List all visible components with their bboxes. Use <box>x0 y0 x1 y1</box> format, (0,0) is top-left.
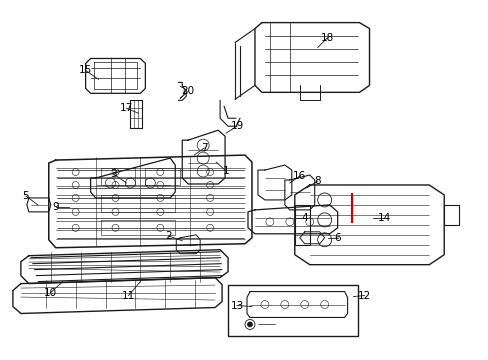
Circle shape <box>247 322 252 327</box>
Text: 6: 6 <box>334 233 340 243</box>
Text: 10: 10 <box>44 288 57 298</box>
Text: 7: 7 <box>201 143 207 153</box>
Text: 9: 9 <box>52 202 59 212</box>
Text: 15: 15 <box>79 66 92 76</box>
Text: 5: 5 <box>22 191 29 201</box>
Text: 14: 14 <box>377 213 390 223</box>
Text: 17: 17 <box>120 103 133 113</box>
Text: 1: 1 <box>223 166 229 176</box>
Text: 19: 19 <box>230 121 243 131</box>
Text: 20: 20 <box>181 86 194 96</box>
Text: 13: 13 <box>230 301 243 311</box>
Text: 11: 11 <box>122 291 135 301</box>
Text: 3: 3 <box>110 169 117 179</box>
Bar <box>227 285 357 336</box>
Text: 2: 2 <box>164 231 171 241</box>
Text: 8: 8 <box>314 176 321 186</box>
Text: 4: 4 <box>301 213 307 223</box>
Text: 12: 12 <box>357 291 370 301</box>
Text: 16: 16 <box>293 171 306 181</box>
Text: 18: 18 <box>321 32 334 42</box>
